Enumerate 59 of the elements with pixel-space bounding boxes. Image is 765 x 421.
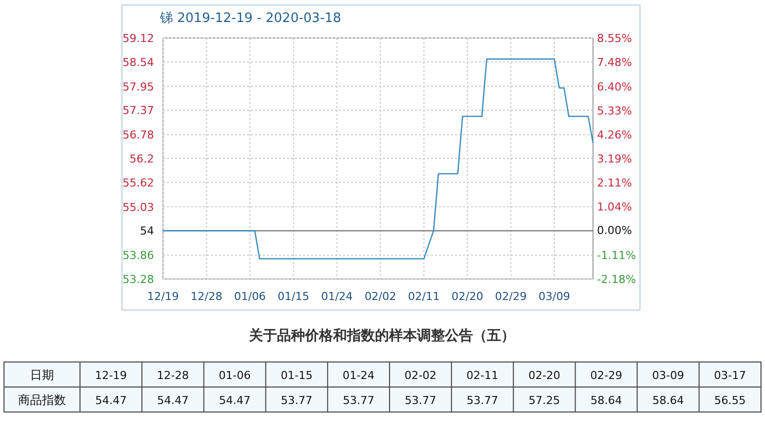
data-label: 53.77 [466, 394, 498, 407]
y-tick-label: 58.54 [122, 56, 154, 69]
y-tick-label: 57.37 [122, 104, 154, 118]
y2-tick-label: 8.55% [597, 32, 632, 45]
y-tick-label: 53.86 [122, 249, 154, 262]
category-label: 01-24 [342, 369, 375, 382]
data-label: 58.64 [590, 394, 622, 407]
text: 关于品种价格和指数的样本调整公告（五） [248, 327, 515, 344]
y2-tick-label: 4.26% [597, 128, 632, 142]
data-label: 53.77 [280, 394, 312, 407]
y2-tick-label: 3.19% [597, 152, 632, 166]
y2-tick-label: 1.04% [597, 200, 632, 214]
text: 商品指数 [18, 393, 66, 407]
data-label: 58.64 [652, 394, 684, 407]
x-tick-label: 03/09 [538, 290, 570, 303]
y2-tick-label: -1.11% [597, 248, 636, 262]
data-label: 53.77 [342, 394, 374, 407]
x-tick-label: 02/02 [364, 290, 396, 303]
y-tick-label: 59.12 [122, 32, 154, 45]
line-series [162, 58, 594, 260]
data-label: 54.47 [157, 394, 189, 407]
y-tick-label: 56.2 [130, 152, 154, 166]
y-tick-label: 56.78 [122, 128, 154, 142]
x-tick-label: 02/20 [452, 290, 484, 303]
category-label: 02-02 [404, 369, 436, 382]
y-tick-label: 55.62 [122, 176, 154, 190]
y2-tick-label: -2.18% [597, 273, 636, 286]
y2-tick-label: 7.48% [597, 56, 632, 70]
category-label: 12-28 [156, 369, 189, 382]
y-tick-label: 55.03 [122, 200, 154, 214]
x-tick-label: 12/28 [190, 290, 222, 303]
x-tick-label: 12/19 [147, 290, 179, 303]
data-label: 57.25 [528, 394, 560, 407]
data-label: 53.77 [404, 394, 436, 407]
category-label: 02-29 [590, 369, 622, 382]
y-tick-label: 53.28 [122, 273, 154, 286]
y2-tick-label: 6.40% [597, 80, 632, 94]
y2-tick-label: 2.11% [597, 176, 632, 190]
category-label: 01-06 [218, 369, 251, 382]
category-label: 12-19 [94, 369, 127, 382]
category-label: 03-17 [714, 369, 746, 382]
data-label: 54.47 [219, 394, 251, 407]
category-label: 01-15 [280, 369, 313, 382]
x-tick-label: 02/29 [495, 290, 527, 303]
x-tick-label: 01/15 [278, 290, 310, 303]
x-tick-label: 01/24 [321, 290, 353, 303]
y2-tick-label: 5.33% [597, 104, 632, 118]
x-tick-label: 01/06 [234, 290, 266, 303]
chart-title: 锑 2019-12-19 - 2020-03-18 [159, 11, 342, 26]
y-tick-label: 54 [140, 224, 154, 238]
category-label: 03-09 [652, 369, 684, 382]
y-tick-label: 57.95 [122, 80, 154, 94]
x-tick-label: 02/11 [408, 290, 440, 303]
text: 日期 [30, 368, 54, 382]
category-label: 02-11 [466, 369, 498, 382]
y2-tick-label: 0.00% [597, 224, 632, 238]
data-label: 56.55 [714, 394, 746, 407]
data-label: 54.47 [95, 394, 127, 407]
category-label: 02-20 [528, 369, 560, 382]
